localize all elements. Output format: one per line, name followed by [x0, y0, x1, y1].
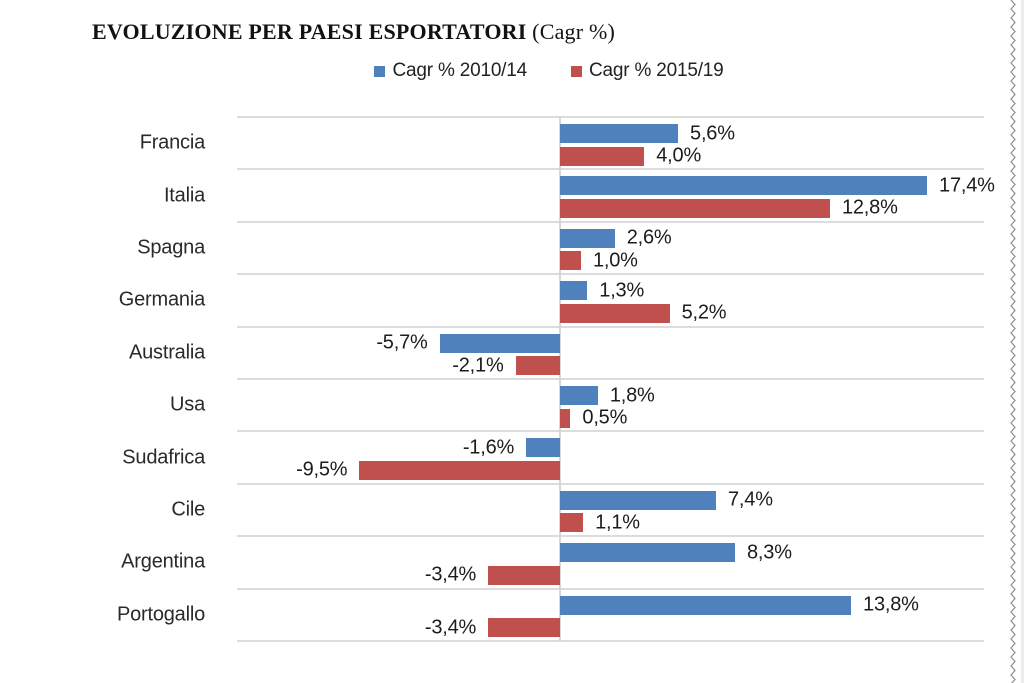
bar-value-label: -3,4% — [424, 563, 477, 586]
page-edge-shadow — [1021, 0, 1024, 683]
chart-legend: Cagr % 2010/14 Cagr % 2015/19 — [37, 60, 1024, 82]
category-label: Portogallo — [116, 603, 205, 626]
bar-2015-19 — [559, 146, 645, 166]
bar-2010-14 — [559, 490, 716, 510]
bar-value-label: 0,5% — [582, 406, 628, 429]
plot-area: 5,6% 17,4% 2,6% 1,3% -5,7% 1,8% -1,6% 7,4% 8,3% 1… — [237, 116, 995, 642]
bar-value-label: 12,8% — [841, 196, 898, 219]
bar-value-label: -1,6% — [462, 436, 515, 459]
bar-value-label: 2,6% — [626, 226, 672, 249]
bar-value-label: 8,3% — [747, 541, 792, 564]
category-label: Usa — [170, 393, 205, 416]
bar-2015-19 — [559, 251, 581, 271]
bar-value-label: 7,4% — [728, 488, 773, 511]
chart-title-main: EVOLUZIONE PER PAESI ESPORTATORI — [92, 19, 527, 44]
bar-2010-14 — [559, 386, 598, 405]
gridline — [237, 640, 984, 642]
bar-value-label: 1,0% — [592, 249, 638, 272]
bar-2010-14 — [559, 124, 678, 143]
category-label: Argentina — [121, 550, 205, 573]
bar-2015-19 — [559, 198, 830, 218]
chart-title-suffix: (Cagr %) — [526, 19, 616, 44]
legend-swatch-2010-14-icon — [374, 65, 386, 77]
bar-2015-19 — [488, 618, 560, 638]
bar-2015-19 — [559, 303, 670, 323]
bar-value-label: 1,3% — [599, 279, 645, 302]
gridline — [237, 588, 984, 590]
legend-item-2015-19: Cagr % 2015/19 — [571, 60, 724, 82]
bar-value-label: -3,4% — [424, 616, 477, 639]
category-label: Spagna — [137, 236, 205, 259]
bar-2015-19 — [515, 356, 560, 376]
bar-2010-14 — [559, 176, 927, 196]
chart-title: EVOLUZIONE PER PAESI ESPORTATORI (Cagr %… — [92, 19, 615, 45]
bar-2010-14 — [526, 438, 560, 458]
category-label: Germania — [118, 288, 205, 311]
bar-value-label: -5,7% — [376, 331, 428, 354]
bar-value-label: -9,5% — [296, 458, 348, 481]
category-label: Italia — [163, 184, 205, 207]
bar-2010-14 — [559, 281, 588, 301]
legend-label-2010-14: Cagr % 2010/14 — [392, 60, 527, 81]
legend-swatch-2015-19-icon — [571, 65, 582, 77]
bar-value-label: 4,0% — [656, 144, 702, 167]
gridline — [237, 273, 984, 275]
category-label: Francia — [139, 131, 205, 154]
gridline — [237, 483, 984, 485]
category-axis: Francia Italia Spagna Germania Australia Usa S… — [0, 117, 205, 641]
bar-value-label: 1,8% — [609, 384, 655, 406]
category-label: Sudafrica — [122, 446, 205, 469]
bar-2010-14 — [439, 333, 560, 353]
bar-2010-14 — [559, 228, 615, 248]
axis-zero-line — [558, 117, 561, 641]
bar-2015-19 — [359, 460, 560, 480]
torn-page-edge — [1010, 0, 1024, 683]
bar-2010-14 — [559, 543, 735, 563]
bar-2015-19 — [559, 513, 584, 533]
bar-2015-19 — [559, 408, 571, 428]
gridline — [237, 326, 984, 328]
bar-value-label: -2,1% — [452, 354, 504, 377]
bar-2015-19 — [488, 565, 560, 585]
gridline — [237, 168, 984, 170]
torn-edge-line — [1010, 0, 1016, 683]
legend-item-2010-14: Cagr % 2010/14 — [374, 60, 527, 82]
bar-value-label: 13,8% — [863, 593, 919, 616]
gridline — [237, 221, 984, 223]
category-label: Australia — [128, 341, 205, 364]
gridline — [237, 378, 984, 380]
bar-value-label: 5,2% — [681, 301, 727, 324]
bar-value-label: 1,1% — [595, 511, 640, 534]
bar-value-label: 5,6% — [690, 122, 735, 144]
legend-label-2015-19: Cagr % 2015/19 — [589, 60, 724, 81]
bar-value-label: 17,4% — [939, 174, 995, 197]
bar-2010-14 — [559, 595, 852, 615]
gridline — [237, 430, 984, 432]
gridline — [237, 116, 984, 118]
category-label: Cile — [171, 498, 205, 521]
gridline — [237, 535, 984, 537]
